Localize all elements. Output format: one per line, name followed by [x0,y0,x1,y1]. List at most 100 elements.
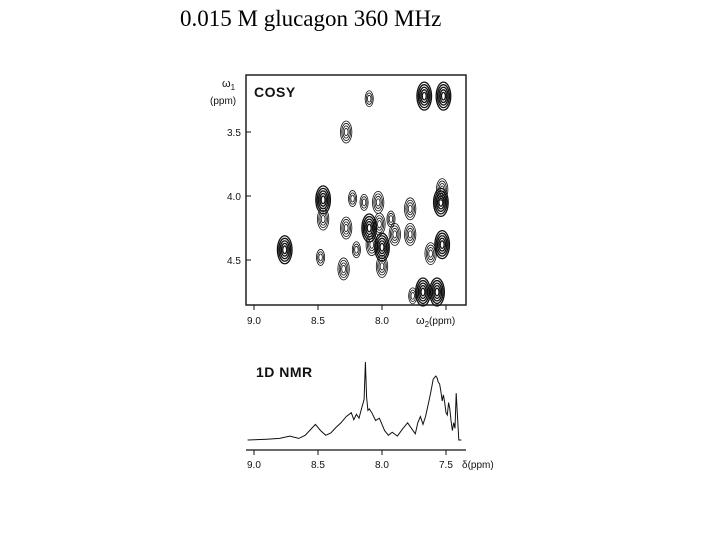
cosy-contour-ring [433,284,442,300]
cosy-contour-ring [406,227,414,241]
cosy-contour-ring [431,282,443,302]
cosy-cross-peak [386,210,396,228]
cosy-contour-ring [387,212,395,226]
cosy-cross-peak [435,81,452,111]
cosy-contour-ring [432,187,449,218]
cosy-contour-ring [340,120,353,144]
cosy-contour-ring [439,89,448,104]
cosy-contour-ring [319,212,327,226]
cosy-contour-ring [338,259,349,278]
cosy-contour-ring [434,190,448,215]
cosy-contour-ring [373,193,383,212]
cosy-contour-ring [438,197,444,207]
cosy-contour-ring [436,235,448,255]
cosy-contour-ring [407,204,413,213]
cosy-cross-peak [340,216,353,240]
cosy-contour-ring [439,240,445,250]
cosy-contour-ring [417,282,429,302]
cosy-x-tick-label: 8.5 [311,316,325,327]
cosy-contour-ring [374,195,382,209]
nmr1d-panel-label: 1D NMR [256,364,313,380]
cosy-x-tick-label: 8.0 [375,316,389,327]
cosy-y-tick-label: 4.0 [227,192,241,203]
cosy-cross-peak [416,81,433,111]
cosy-contour-ring [409,289,417,302]
cosy-contour-ring [379,242,385,252]
nmr1d-x-tick-label: 7.5 [439,460,453,471]
cosy-contour-ring [407,230,413,239]
cosy-contour-ring [420,89,429,104]
cosy-contour-ring [420,287,426,297]
cosy-contour-ring [436,195,445,210]
cosy-y-axis-label: ω1 [222,78,236,92]
cosy-contour-ring [410,292,415,300]
cosy-cross-peak [434,229,451,260]
cosy-contour-ring [350,194,355,203]
cosy-contour-ring [421,91,427,101]
cosy-contour-ring [434,287,440,297]
cosy-contour-ring [372,190,385,214]
cosy-x-axis-label: ω2(ppm) [416,315,455,329]
cosy-contour-ring [375,198,381,207]
cosy-x-tick-label: 9.0 [247,316,261,327]
cosy-cross-peaks [276,81,452,307]
cosy-contour-ring [340,216,353,240]
nmr1d-panel: 1D NMR 9.0 8.5 8.0 7.5 δ(ppm) [246,361,494,471]
cosy-contour-ring [343,223,349,233]
cosy-cross-peak [388,222,401,246]
cosy-cross-peak [317,207,330,231]
cosy-contour-ring [366,235,377,254]
cosy-cross-peak [424,242,437,266]
cosy-contour-ring [315,185,332,215]
cosy-contour-ring [359,193,369,211]
nmr1d-x-ticks: 9.0 8.5 8.0 7.5 [247,450,453,471]
cosy-contour-ring [373,212,386,236]
nmr1d-spectrum-line [247,361,462,441]
nmr1d-x-tick-label: 8.0 [375,460,389,471]
cosy-contour-ring [348,190,358,207]
cosy-cross-peak [415,277,431,307]
cosy-contour-ring [361,198,367,207]
cosy-contour-ring [404,197,417,221]
cosy-cross-peak [340,120,353,144]
cosy-y-tick-label: 4.5 [227,256,241,267]
cosy-contour-ring [378,259,386,273]
cosy-cross-peak [315,185,332,215]
cosy-contour-ring [427,247,435,261]
cosy-contour-ring [435,81,452,111]
cosy-cross-peak [429,277,445,307]
cosy-contour-ring [392,230,398,239]
cosy-contour-ring [282,245,288,255]
cosy-contour-ring [405,199,415,218]
cosy-contour-ring [425,244,436,263]
cosy-contour-ring [341,264,346,274]
cosy-contour-ring [388,222,401,246]
cosy-cross-peak [375,254,389,278]
cosy-contour-ring [341,219,351,237]
cosy-panel: COSY ω1 (ppm) 3.5 4.0 4.5 9.0 8.5 8.0 ω2… [210,74,467,329]
cosy-contour-ring [318,253,323,262]
cosy-contour-ring [389,225,400,244]
cosy-contour-ring [435,192,447,212]
cosy-cross-peak [348,190,358,207]
cosy-cross-peak [365,233,378,257]
cosy-contour-ring [375,254,389,278]
cosy-cross-peak [404,222,417,246]
cosy-contour-ring [388,215,394,223]
cosy-cross-peak [432,187,449,218]
cosy-contour-ring [440,91,447,101]
cosy-contour-ring [391,227,399,241]
cosy-contour-ring [375,217,384,231]
cosy-contour-ring [378,240,386,255]
cosy-contour-ring [365,233,378,257]
cosy-plot-frame [245,74,467,306]
cosy-cross-peak [359,193,369,211]
cosy-contour-ring [377,220,382,229]
cosy-contour-ring [436,84,451,109]
cosy-contour-ring [406,202,414,216]
cosy-contour-ring [379,262,385,271]
cosy-y-tick-label: 3.5 [227,128,241,139]
cosy-cross-peak [404,197,417,221]
cosy-contour-ring [354,245,359,254]
